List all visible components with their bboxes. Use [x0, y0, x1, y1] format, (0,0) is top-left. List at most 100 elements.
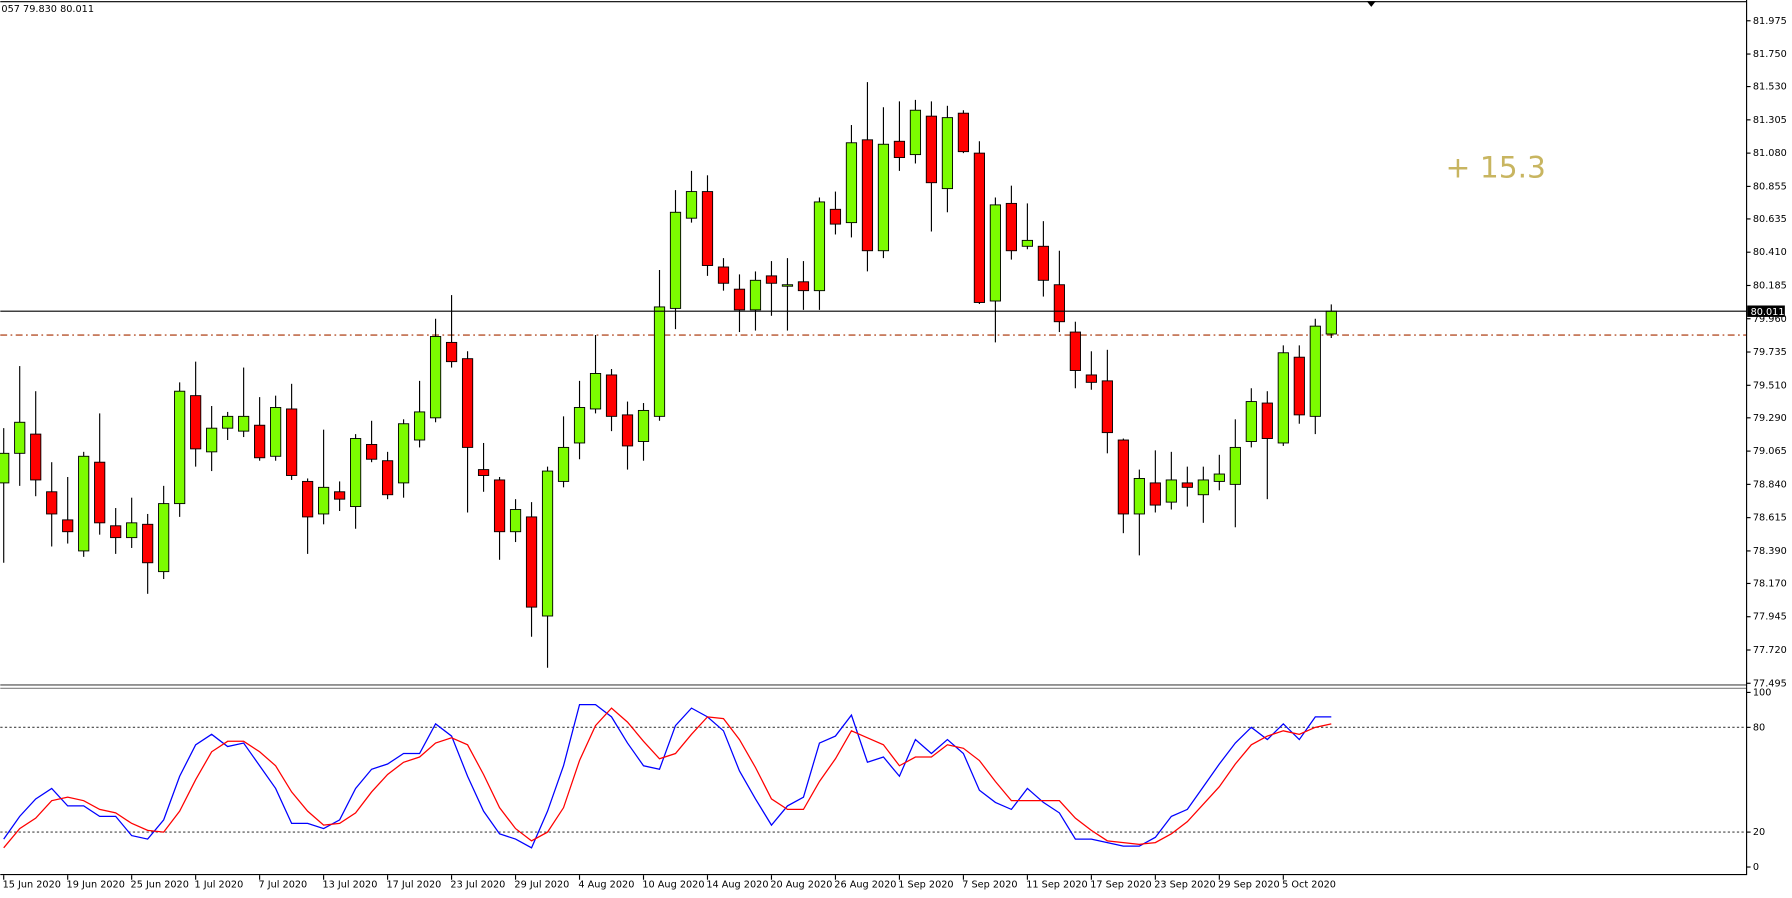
candle-body: [1293, 356, 1305, 416]
candle-body: [46, 491, 58, 515]
candle-body: [717, 266, 730, 284]
candle-body: [1053, 284, 1065, 323]
candle-body: [861, 139, 874, 252]
candle-body: [126, 522, 138, 539]
x-tick-label: 10 Aug 2020: [642, 879, 704, 890]
candle-body: [302, 480, 314, 518]
y-tick-label: 79.510: [1753, 380, 1787, 391]
x-tick-label: 7 Jul 2020: [258, 879, 307, 890]
candle-body: [477, 469, 490, 476]
candle-body: [1261, 402, 1273, 439]
candle-body: [413, 411, 426, 441]
candle-body: [541, 470, 554, 617]
candle-body: [1277, 352, 1289, 444]
y-tick-label: 79.065: [1753, 446, 1787, 457]
annotation: + 15.3: [1446, 151, 1546, 186]
candle-body: [14, 421, 26, 454]
candle-body: [222, 415, 234, 429]
y-tick-label: 79.290: [1753, 413, 1787, 424]
candle-body: [749, 279, 762, 311]
candle-body: [1005, 202, 1017, 252]
y-tick-label: 0: [1753, 862, 1759, 873]
candle-body: [1133, 478, 1145, 515]
shift-marker: [1366, 1, 1376, 7]
y-tick-label: 80.635: [1753, 214, 1787, 225]
candle-body: [957, 112, 970, 153]
candle-body: [62, 519, 74, 533]
candle-body: [1229, 446, 1241, 485]
x-tick-label: 29 Jul 2020: [514, 879, 569, 890]
candle-body: [1101, 380, 1113, 434]
x-tick-label: 26 Aug 2020: [834, 879, 896, 890]
candle-body: [142, 523, 154, 564]
x-tick-label: 7 Sep 2020: [962, 879, 1017, 890]
candle-body: [174, 390, 186, 505]
y-tick-label: 80.185: [1753, 280, 1787, 291]
y-tick-label: 79.960: [1753, 314, 1787, 325]
candle-body: [1213, 473, 1225, 482]
candle-body: [573, 407, 586, 444]
candle-body: [461, 358, 474, 448]
candle-body: [1085, 374, 1097, 383]
y-tick-label: 80.855: [1753, 181, 1787, 192]
candle-body: [509, 509, 522, 533]
candle-body: [238, 415, 250, 432]
candle-body: [1117, 439, 1129, 515]
candle-body: [1021, 239, 1033, 247]
x-tick-label: 11 Sep 2020: [1026, 879, 1088, 890]
x-tick-label: 23 Jul 2020: [450, 879, 505, 890]
candle-body: [286, 408, 298, 476]
candle-body: [445, 341, 458, 363]
candle-body: [94, 461, 106, 524]
candle-body: [845, 142, 858, 224]
candle-body: [190, 395, 202, 450]
y-tick-label: 77.720: [1753, 645, 1787, 656]
y-tick-label: 79.735: [1753, 347, 1787, 358]
candle-body: [829, 208, 842, 225]
y-tick-label: 81.305: [1753, 115, 1787, 126]
x-tick-label: 15 Jun 2020: [3, 879, 61, 890]
x-tick-label: 19 Jun 2020: [67, 879, 125, 890]
y-tick-label: 78.390: [1753, 546, 1787, 557]
candle-body: [0, 452, 10, 484]
y-tick-label: 80.410: [1753, 247, 1787, 258]
x-tick-label: 25 Jun 2020: [131, 879, 189, 890]
candle-body: [110, 525, 122, 539]
candle-body: [781, 284, 794, 287]
y-tick-label: 81.975: [1753, 16, 1787, 27]
candle-body: [1325, 310, 1337, 335]
y-tick-label: 81.750: [1753, 49, 1787, 60]
candle-body: [733, 288, 746, 311]
x-tick-label: 1 Sep 2020: [898, 879, 953, 890]
price-label: 80.011: [1751, 307, 1785, 318]
x-tick-label: 13 Jul 2020: [322, 879, 377, 890]
candle-body: [685, 191, 698, 219]
x-tick-label: 14 Aug 2020: [706, 879, 768, 890]
candle-body: [30, 433, 42, 481]
y-tick-label: 78.840: [1753, 479, 1787, 490]
candle-body: [589, 373, 602, 410]
x-tick-label: 17 Jul 2020: [386, 879, 441, 890]
price-label-box: [1747, 305, 1785, 317]
x-tick-label: 4 Aug 2020: [578, 879, 634, 890]
candle-body: [493, 479, 506, 533]
candle-body: [334, 491, 346, 500]
x-tick-label: 23 Sep 2020: [1154, 879, 1215, 890]
stochastic-line: [3, 707, 1332, 849]
y-tick-label: 77.945: [1753, 612, 1787, 623]
candle-body: [1149, 482, 1161, 506]
y-tick-label: 77.495: [1753, 678, 1787, 689]
candle-body: [270, 407, 282, 457]
candle-body: [365, 443, 378, 460]
candle-body: [893, 140, 906, 159]
y-tick-label: 78.615: [1753, 513, 1787, 524]
candle-body: [1309, 325, 1321, 417]
candle-body: [989, 204, 1001, 302]
x-tick-label: 5 Oct 2020: [1282, 879, 1336, 890]
candle-body: [797, 281, 810, 292]
candle-body: [1245, 401, 1257, 442]
candle-body: [669, 211, 682, 309]
candle-body: [973, 152, 986, 303]
candle-body: [925, 115, 938, 184]
